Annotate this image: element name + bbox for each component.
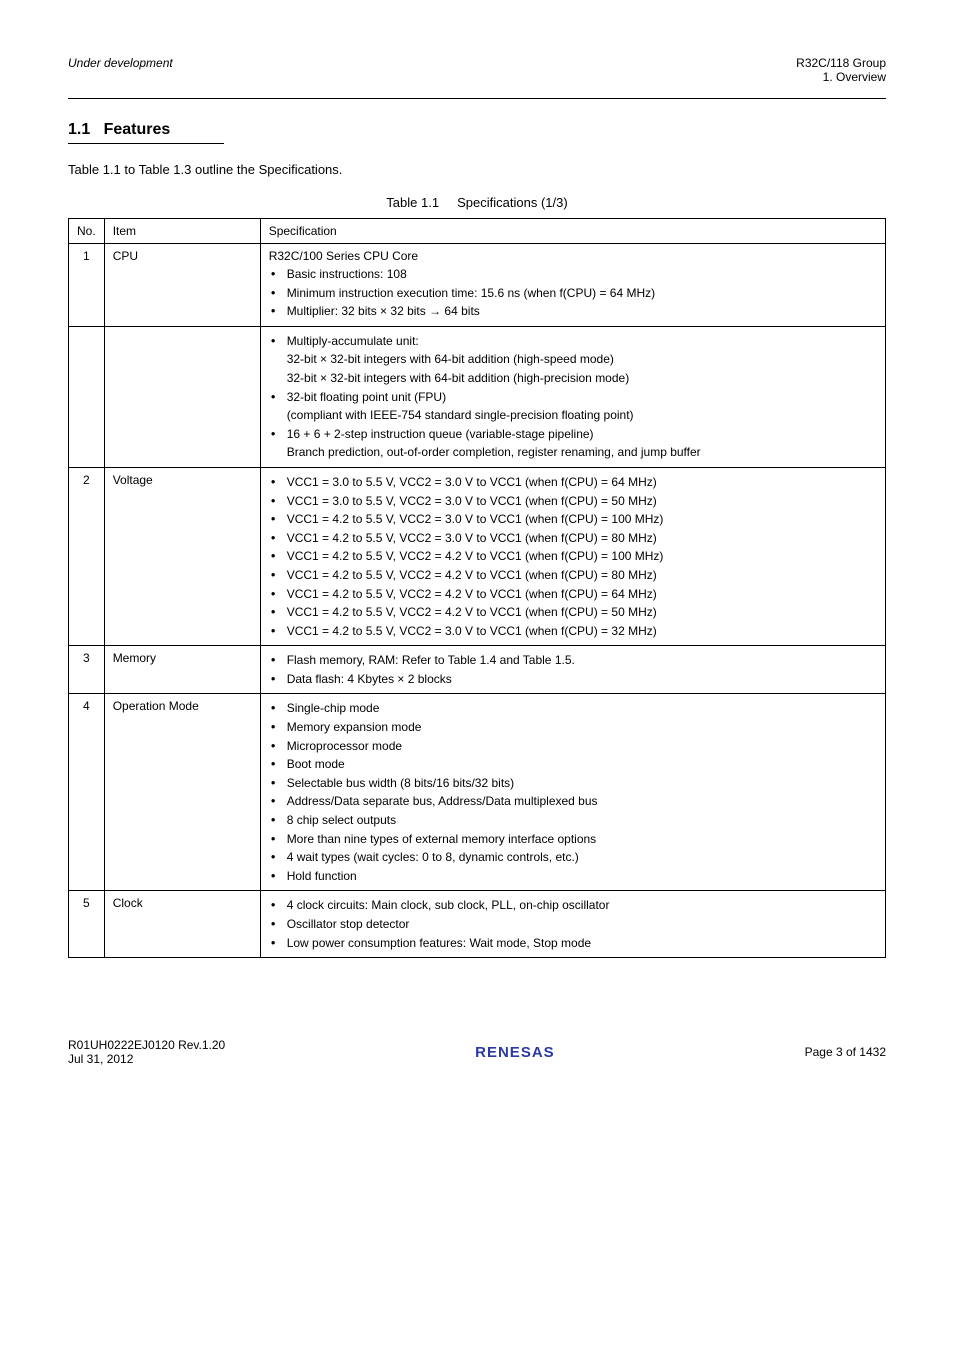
spec-bullet: More than nine types of external memory … xyxy=(269,830,877,849)
spec-bullet: Low power consumption features: Wait mod… xyxy=(269,934,877,953)
spec-bullet: Minimum instruction execution time: 15.6… xyxy=(269,284,877,303)
spec-bullet: VCC1 = 3.0 to 5.5 V, VCC2 = 3.0 V to VCC… xyxy=(269,473,877,492)
cell-item: CPU xyxy=(104,244,260,327)
spec-bullet: Boot mode xyxy=(269,755,877,774)
table-row: 1CPU R32C/100 Series CPU Core Basic instru… xyxy=(69,244,886,327)
table-caption-label: Table 1.1 xyxy=(386,195,439,210)
table-row: 3Memory Flash memory, RAM: Refer to Table… xyxy=(69,646,886,694)
footer-date: Jul 31, 2012 xyxy=(68,1052,225,1066)
spec-bullet: Single-chip mode xyxy=(269,699,877,718)
footer-left: R01UH0222EJ0120 Rev.1.20 Jul 31, 2012 xyxy=(68,1038,225,1066)
spec-bullet: Address/Data separate bus, Address/Data … xyxy=(269,792,877,811)
spec-bullet: VCC1 = 4.2 to 5.5 V, VCC2 = 3.0 V to VCC… xyxy=(269,510,877,529)
section-title-text: Features xyxy=(104,121,171,138)
page-footer: R01UH0222EJ0120 Rev.1.20 Jul 31, 2012 RE… xyxy=(68,1038,886,1066)
spec-bullet: Data flash: 4 Kbytes × 2 blocks xyxy=(269,670,877,689)
spec-bullet: VCC1 = 4.2 to 5.5 V, VCC2 = 4.2 V to VCC… xyxy=(269,566,877,585)
cell-no xyxy=(69,326,105,467)
table-row: 4Operation ModeSingle-chip modeMemory ex… xyxy=(69,694,886,891)
spec-bullet: 8 chip select outputs xyxy=(269,811,877,830)
section-number: 1.1 xyxy=(68,121,90,138)
spec-bullet: VCC1 = 4.2 to 5.5 V, VCC2 = 4.2 V to VCC… xyxy=(269,585,877,604)
spec-bullet-list: Basic instructions: 108Minimum instructi… xyxy=(269,265,877,321)
spec-bullet-list: Multiply-accumulate unit: 32-bit × 32-bi… xyxy=(269,332,877,462)
spec-bullet: VCC1 = 3.0 to 5.5 V, VCC2 = 3.0 V to VCC… xyxy=(269,492,877,511)
cell-spec: VCC1 = 3.0 to 5.5 V, VCC2 = 3.0 V to VCC… xyxy=(260,467,885,645)
spec-bullet: VCC1 = 4.2 to 5.5 V, VCC2 = 3.0 V to VCC… xyxy=(269,622,877,641)
spec-bullet: VCC1 = 4.2 to 5.5 V, VCC2 = 4.2 V to VCC… xyxy=(269,547,877,566)
page-header: Under development R32C/118 Group 1. Over… xyxy=(68,56,886,84)
specifications-table: No. Item Specification 1CPUR32C/100 Seri… xyxy=(68,218,886,958)
table-header-row: No. Item Specification xyxy=(69,219,886,244)
spec-bullet: 32-bit floating point unit (FPU) (compli… xyxy=(269,388,877,425)
cell-no: 5 xyxy=(69,891,105,958)
header-status: Under development xyxy=(68,56,173,84)
header-right: R32C/118 Group 1. Overview xyxy=(796,56,886,84)
footer-docid: R01UH0222EJ0120 Rev.1.20 xyxy=(68,1038,225,1052)
table-row: 2Voltage VCC1 = 3.0 to 5.5 V, VCC2 = 3.0 … xyxy=(69,467,886,645)
intro-paragraph: Table 1.1 to Table 1.3 outline the Speci… xyxy=(68,162,886,177)
cell-no: 4 xyxy=(69,694,105,891)
table-caption: Table 1.1 Specifications (1/3) xyxy=(68,195,886,210)
spec-bullet: 4 clock circuits: Main clock, sub clock,… xyxy=(269,896,877,915)
section-underline xyxy=(68,143,224,144)
cell-no: 2 xyxy=(69,467,105,645)
spec-bullet: Hold function xyxy=(269,867,877,886)
spec-bullet: Multiplier: 32 bits × 32 bits → 64 bits xyxy=(269,302,877,321)
spec-bullet: Multiply-accumulate unit: 32-bit × 32-bi… xyxy=(269,332,877,388)
cell-spec: Multiply-accumulate unit: 32-bit × 32-bi… xyxy=(260,326,885,467)
footer-page: Page 3 of 1432 xyxy=(805,1045,886,1059)
spec-bullet: Microprocessor mode xyxy=(269,737,877,756)
table-caption-title: Specifications (1/3) xyxy=(457,195,568,210)
cell-item: Operation Mode xyxy=(104,694,260,891)
header-chapter: R32C/118 Group xyxy=(796,56,886,70)
col-header-item: Item xyxy=(104,219,260,244)
cell-item: Clock xyxy=(104,891,260,958)
cell-item: Voltage xyxy=(104,467,260,645)
cell-spec: 4 clock circuits: Main clock, sub clock,… xyxy=(260,891,885,958)
header-section-label: 1. Overview xyxy=(796,70,886,84)
spec-bullet: Flash memory, RAM: Refer to Table 1.4 an… xyxy=(269,651,877,670)
cell-spec: Single-chip modeMemory expansion modeMic… xyxy=(260,694,885,891)
cell-item xyxy=(104,326,260,467)
spec-bullet: VCC1 = 4.2 to 5.5 V, VCC2 = 3.0 V to VCC… xyxy=(269,529,877,548)
cell-spec: Flash memory, RAM: Refer to Table 1.4 an… xyxy=(260,646,885,694)
spec-lead: R32C/100 Series CPU Core xyxy=(269,249,877,263)
spec-bullet-list: VCC1 = 3.0 to 5.5 V, VCC2 = 3.0 V to VCC… xyxy=(269,473,877,640)
table-row: 5Clock 4 clock circuits: Main clock, sub … xyxy=(69,891,886,958)
renesas-logo: RENESAS xyxy=(475,1044,555,1061)
col-header-spec: Specification xyxy=(260,219,885,244)
spec-bullet-list: Flash memory, RAM: Refer to Table 1.4 an… xyxy=(269,651,877,688)
spec-bullet: Oscillator stop detector xyxy=(269,915,877,934)
spec-bullet: Basic instructions: 108 xyxy=(269,265,877,284)
cell-spec: R32C/100 Series CPU Core Basic instructio… xyxy=(260,244,885,327)
spec-bullet: 4 wait types (wait cycles: 0 to 8, dynam… xyxy=(269,848,877,867)
spec-bullet: VCC1 = 4.2 to 5.5 V, VCC2 = 4.2 V to VCC… xyxy=(269,603,877,622)
spec-bullet-list: Single-chip modeMemory expansion modeMic… xyxy=(269,699,877,885)
cell-no: 1 xyxy=(69,244,105,327)
spec-bullet: 16 + 6 + 2-step instruction queue (varia… xyxy=(269,425,877,462)
cell-item: Memory xyxy=(104,646,260,694)
spec-bullet-list: 4 clock circuits: Main clock, sub clock,… xyxy=(269,896,877,952)
table-row: Multiply-accumulate unit: 32-bit × 32-bi… xyxy=(69,326,886,467)
header-rule xyxy=(68,98,886,99)
cell-no: 3 xyxy=(69,646,105,694)
spec-bullet: Selectable bus width (8 bits/16 bits/32 … xyxy=(269,774,877,793)
col-header-no: No. xyxy=(69,219,105,244)
section-heading: 1.1 Features xyxy=(68,121,886,139)
spec-bullet: Memory expansion mode xyxy=(269,718,877,737)
